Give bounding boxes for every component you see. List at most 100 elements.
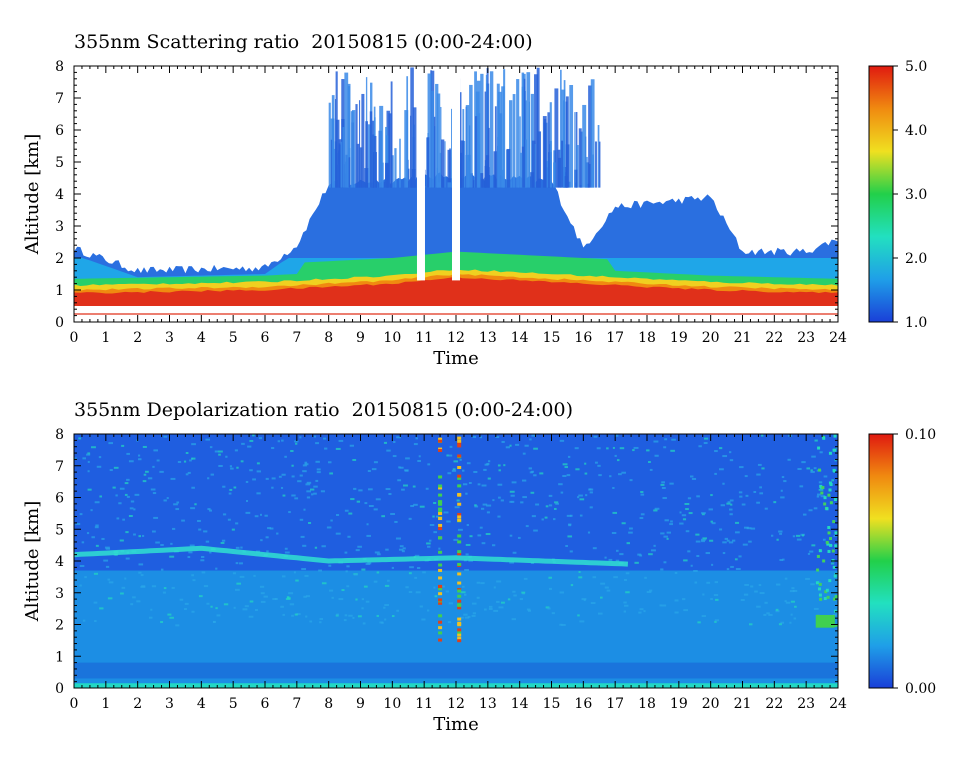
cloud-streak xyxy=(534,143,536,188)
noisy-column-cell xyxy=(438,626,443,630)
noise-speckle xyxy=(558,483,563,486)
noise-speckle xyxy=(488,460,491,463)
noise-speckle xyxy=(564,466,569,469)
noise-speckle xyxy=(429,523,435,526)
noise-speckle xyxy=(415,591,421,594)
noise-speckle xyxy=(272,598,277,601)
noise-speckle xyxy=(612,486,615,489)
noise-speckle xyxy=(316,471,321,474)
noise-speckle xyxy=(633,446,639,449)
noise-speckle xyxy=(592,547,597,550)
noise-speckle xyxy=(510,494,515,497)
noise-speckle xyxy=(791,587,795,590)
noise-speckle xyxy=(731,539,736,542)
noise-speckle xyxy=(433,531,438,534)
noise-speckle xyxy=(628,531,633,534)
colorbar-tick-label: 1.0 xyxy=(905,315,927,331)
noise-speckle xyxy=(694,581,698,584)
end-day-depol-cell xyxy=(818,549,822,553)
noise-speckle xyxy=(132,596,136,599)
cloud-streak xyxy=(542,116,547,188)
noise-speckle xyxy=(231,528,235,531)
noise-speckle xyxy=(487,477,491,480)
noise-speckle xyxy=(575,468,580,471)
end-day-depol-cell xyxy=(829,537,833,541)
cloud-streak xyxy=(549,102,552,188)
noise-speckle xyxy=(511,500,515,503)
noise-speckle xyxy=(705,552,711,555)
noise-speckle xyxy=(650,549,656,552)
noise-speckle xyxy=(405,586,409,589)
noise-speckle xyxy=(503,464,506,467)
noise-speckle xyxy=(687,550,691,553)
noise-speckle xyxy=(608,558,613,561)
end-day-low-layer xyxy=(815,614,835,628)
noise-speckle xyxy=(356,500,361,503)
cloud-streak xyxy=(391,155,394,188)
noise-speckle xyxy=(708,508,713,511)
y-tick-label: 3 xyxy=(55,586,64,602)
end-day-depol-cell xyxy=(817,446,821,450)
y-tick-label: 4 xyxy=(55,187,64,203)
x-tick-label: 5 xyxy=(229,696,238,712)
noise-speckle xyxy=(813,607,819,610)
y-axis-label: Altitude [km] xyxy=(22,501,43,623)
end-day-depol-cell xyxy=(834,623,838,627)
noise-speckle xyxy=(344,614,348,617)
noise-speckle xyxy=(548,494,553,497)
noisy-column-cell xyxy=(438,493,443,497)
noise-speckle xyxy=(621,471,626,474)
noise-speckle xyxy=(318,569,323,572)
noise-speckle xyxy=(614,454,617,457)
noise-speckle xyxy=(493,609,499,612)
noise-speckle xyxy=(353,573,358,576)
noise-speckle xyxy=(711,563,714,566)
noise-speckle xyxy=(589,506,593,509)
x-tick-label: 0 xyxy=(70,696,79,712)
noise-speckle xyxy=(674,611,679,614)
end-day-depol-cell xyxy=(827,549,831,553)
x-tick-label: 3 xyxy=(165,330,174,346)
noise-speckle xyxy=(396,436,401,439)
noise-speckle xyxy=(660,568,664,571)
noise-speckle xyxy=(205,438,211,441)
noise-speckle xyxy=(759,492,764,495)
noise-speckle xyxy=(104,546,110,549)
noise-speckle xyxy=(210,473,214,476)
cloud-streak xyxy=(460,140,464,188)
noise-speckle xyxy=(535,503,540,506)
noisy-column-cell xyxy=(457,550,462,554)
noise-speckle xyxy=(99,607,104,610)
noise-speckle xyxy=(522,496,527,499)
noisy-column-cell xyxy=(457,621,462,625)
noise-speckle xyxy=(584,472,588,475)
noise-speckle xyxy=(383,606,386,609)
noise-speckle xyxy=(629,479,633,482)
cloud-streak xyxy=(436,93,441,188)
noise-speckle xyxy=(789,621,792,624)
noise-speckle xyxy=(577,496,580,499)
end-day-depol-cell xyxy=(833,469,837,473)
noise-speckle xyxy=(810,469,813,472)
cloud-streak xyxy=(399,138,401,188)
x-tick-label: 10 xyxy=(383,330,401,346)
noise-speckle xyxy=(319,617,324,620)
noise-speckle xyxy=(643,610,646,613)
noise-speckle xyxy=(282,494,286,497)
noise-speckle xyxy=(544,516,548,519)
noise-speckle xyxy=(256,462,260,465)
cloud-streak xyxy=(493,151,498,188)
clear-column-0 xyxy=(416,66,425,281)
noise-speckle xyxy=(713,594,719,597)
noise-speckle xyxy=(454,506,460,509)
noise-speckle xyxy=(305,615,308,618)
noise-speckle xyxy=(94,620,97,623)
noise-speckle xyxy=(790,613,793,616)
noise-speckle xyxy=(776,583,781,586)
noise-speckle xyxy=(746,527,752,530)
noise-speckle xyxy=(214,450,219,453)
end-day-depol-cell xyxy=(827,531,831,535)
noise-speckle xyxy=(417,459,421,462)
noise-speckle xyxy=(126,478,130,481)
noise-speckle xyxy=(726,568,730,571)
